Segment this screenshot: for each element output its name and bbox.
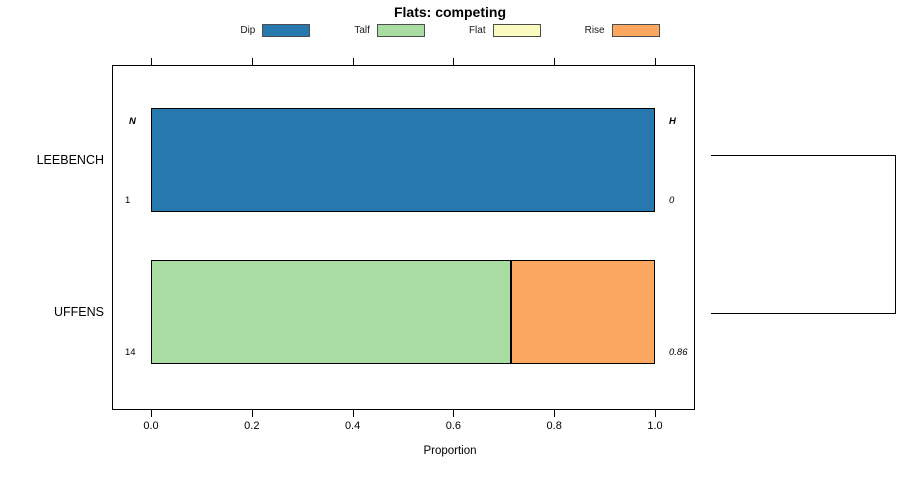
x-tick-top [554, 58, 556, 65]
legend-label-dip: Dip [240, 25, 256, 36]
x-tick-label: 1.0 [647, 420, 663, 432]
chart-title: Flats: competing [393, 4, 506, 20]
legend-label-rise: Rise [584, 25, 605, 36]
x-tick-bottom [352, 410, 354, 417]
x-tick-label: 0.0 [143, 420, 159, 432]
x-axis-title: Proportion [423, 445, 477, 457]
legend-swatch-flat [492, 24, 541, 37]
note-top-right-leebench: H [669, 116, 676, 127]
bar-segment-talf[interactable] [151, 260, 512, 364]
chart-legend: Dip Talf Flat Rise [0, 24, 900, 37]
right-side-panel [711, 155, 896, 314]
x-tick-bottom [453, 410, 455, 417]
note-top-left-leebench: N [129, 116, 136, 127]
x-tick-top [655, 58, 656, 65]
x-tick-top [151, 58, 152, 65]
note-bottom-left-leebench: 1 [125, 195, 131, 206]
row-label-uffens: UFFENS [54, 305, 104, 319]
row-label-leebench: LEEBENCH [36, 153, 104, 167]
x-tick-bottom [251, 410, 253, 417]
legend-swatch-dip [262, 24, 311, 37]
legend-swatch-rise [611, 24, 660, 37]
legend-swatch-talf [376, 24, 425, 37]
legend-entry-talf: Talf [354, 24, 425, 37]
x-tick-bottom [151, 410, 152, 417]
x-tick-top [453, 58, 455, 65]
note-bottom-right-leebench: 0 [669, 195, 675, 206]
x-tick-top [251, 58, 253, 65]
legend-label-flat: Flat [468, 25, 486, 36]
legend-label-talf: Talf [354, 25, 370, 36]
x-tick-label: 0.6 [445, 420, 462, 432]
note-bottom-left-uffens: 14 [125, 347, 136, 358]
x-tick-bottom [655, 410, 656, 417]
x-tick-label: 0.2 [244, 420, 260, 432]
note-bottom-right-uffens: 0.86 [669, 347, 688, 358]
x-tick-label: 0.8 [546, 420, 562, 432]
legend-entry-flat: Flat [469, 24, 541, 37]
x-tick-label: 0.4 [344, 420, 361, 432]
x-tick-top [352, 58, 354, 65]
bar-segment-dip[interactable] [151, 108, 655, 212]
legend-entry-dip: Dip [240, 24, 311, 37]
legend-entry-rise: Rise [585, 24, 660, 37]
bar-segment-rise[interactable] [511, 260, 655, 364]
x-tick-bottom [554, 410, 556, 417]
